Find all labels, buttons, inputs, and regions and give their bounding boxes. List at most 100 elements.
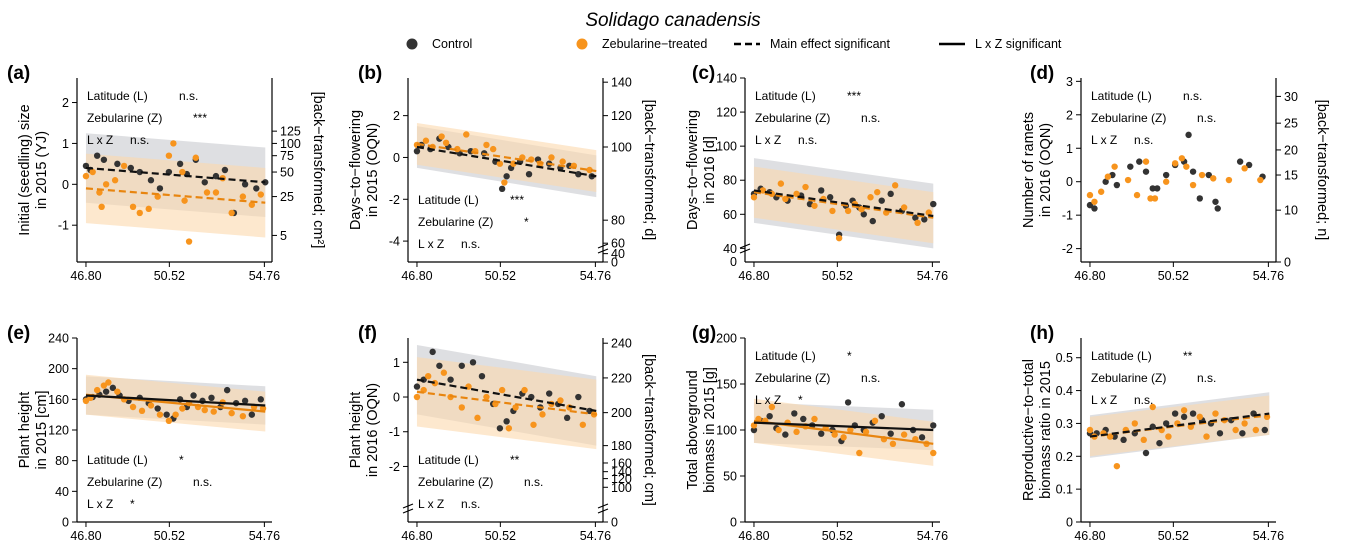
y-tick-label: 0 — [730, 255, 737, 269]
y-axis-label-line: Plant height — [348, 392, 364, 469]
axis-break-mark — [402, 503, 414, 514]
y-tick-label: 240 — [48, 332, 69, 346]
zebularine-point — [259, 405, 267, 412]
y-tick-label: -1 — [1062, 209, 1073, 223]
stats-row: L x Z n.s. — [755, 133, 817, 147]
zebularine-point — [891, 182, 899, 189]
zebularine-point — [463, 131, 470, 138]
y-axis-label-line: Number of ramets — [1021, 112, 1037, 228]
zebularine-point — [165, 417, 173, 424]
panel-c: 40 60 80 100 120 140 046.80 50.52 54.76 Days−to−f… — [685, 63, 948, 283]
stats-row: Latitude (L) *** — [418, 193, 524, 207]
zebularine-point — [1086, 191, 1094, 199]
zebularine-point — [424, 372, 432, 380]
zebularine-fit-line — [416, 142, 597, 173]
control-point — [156, 185, 164, 192]
y-axis-label-line: Days−to−flowering — [685, 110, 701, 230]
zebularine-point — [1210, 175, 1217, 182]
zebularine-point — [802, 183, 809, 191]
right-tick-label: 75 — [280, 149, 294, 163]
control-point — [1162, 420, 1170, 427]
y-tick-label: 3 — [1066, 75, 1073, 89]
stats-term: L x Z — [1091, 133, 1117, 147]
stats-row: L x Z n.s. — [1091, 133, 1153, 147]
stats-significance: n.s. — [1197, 371, 1216, 385]
x-tick-label: 54.76 — [249, 529, 280, 543]
stats-significance: n.s. — [861, 371, 880, 385]
zebularine-point — [1133, 191, 1141, 199]
stats-significance: n.s. — [193, 475, 212, 489]
control-fit-line — [753, 421, 934, 432]
zebularine-point — [474, 414, 481, 422]
zebularine-fit-line — [416, 390, 597, 416]
zebularine-point — [1252, 426, 1260, 434]
stats-row: Latitude (L) *** — [755, 89, 861, 103]
stats-significance: * — [847, 349, 852, 363]
control-point — [100, 156, 108, 163]
zebularine-point — [1140, 436, 1147, 444]
control-fit-line — [85, 166, 266, 184]
stats-significance: *** — [510, 193, 524, 207]
zebularine-point — [835, 234, 843, 242]
control-fit-line — [85, 394, 266, 407]
y-axis-label-line: in 2015 (OQN) — [365, 123, 381, 217]
stats-significance: n.s. — [524, 475, 543, 489]
y-tick-label: 120 — [716, 106, 737, 120]
zebularine-point — [120, 162, 128, 170]
control-point — [253, 185, 260, 192]
stats-row: Latitude (L) * — [87, 453, 184, 467]
zebularine-point — [811, 202, 818, 209]
control-point — [921, 216, 928, 223]
stats-significance: n.s. — [1134, 133, 1153, 147]
plot-area — [1086, 131, 1266, 212]
stats-significance: n.s. — [1197, 111, 1216, 125]
right-tick-label: 240 — [611, 337, 632, 351]
stats-term: Zebularine (Z) — [755, 371, 830, 385]
x-tick-label: 46.80 — [738, 529, 769, 543]
legend-label: Main effect significant — [770, 37, 890, 51]
zebularine-point — [856, 449, 863, 457]
zebularine-point — [422, 137, 430, 144]
zebularine-point — [1142, 158, 1150, 165]
control-point — [469, 359, 477, 366]
zebularine-point — [1257, 176, 1264, 184]
control-point — [887, 190, 894, 198]
y-tick-label: -2 — [389, 460, 400, 474]
right-axis-label: [back−transformed; cm] — [641, 354, 657, 506]
stats-row: L x Z n.s. — [1091, 393, 1153, 407]
stats-row: L x Z n.s. — [418, 237, 480, 251]
zebularine-point — [1241, 420, 1248, 427]
plot-area — [750, 398, 937, 466]
y-tick-label: 200 — [716, 332, 737, 346]
zebularine-point — [1097, 188, 1105, 195]
stats-row: Zebularine (Z) n.s. — [1091, 111, 1216, 125]
control-point — [887, 430, 894, 437]
control-point — [1142, 168, 1150, 175]
zebularine-point — [82, 172, 90, 180]
control-point — [147, 177, 155, 184]
zebularine-point — [440, 369, 448, 376]
zebularine-point — [156, 411, 164, 418]
x-tick-label: 50.52 — [154, 269, 185, 283]
zebularine-point — [1196, 413, 1203, 421]
y-tick-label: -2 — [1062, 242, 1073, 256]
right-tick-label: 5 — [280, 229, 287, 243]
control-point — [818, 187, 825, 194]
zebularine-point — [413, 393, 421, 401]
zebularine-point — [557, 397, 564, 404]
y-axis-label-line: Reproductive−to−total — [1021, 359, 1037, 501]
zebularine-point — [793, 428, 800, 436]
zebularine-point — [750, 194, 758, 201]
zebularine-point — [442, 139, 450, 147]
stats-row: Zebularine (Z) n.s. — [418, 475, 543, 489]
control-point — [1216, 430, 1224, 437]
control-point — [1086, 201, 1094, 209]
control-point — [546, 390, 553, 397]
zebularine-point — [811, 415, 818, 423]
plot-area — [413, 344, 598, 450]
y-tick-label: 2 — [1066, 108, 1073, 122]
zebularine-point — [914, 219, 921, 227]
right-tick-label: 180 — [611, 439, 632, 453]
stats-significance: *** — [193, 111, 207, 125]
